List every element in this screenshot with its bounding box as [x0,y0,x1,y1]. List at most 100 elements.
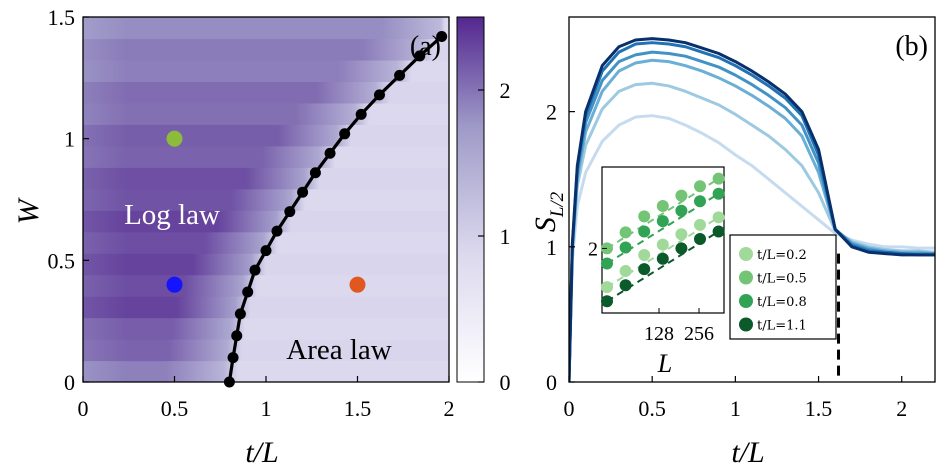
panel-b-tag: (b) [895,31,928,62]
legend-marker [739,247,753,261]
state-marker [166,276,183,293]
entropy-curve [569,114,935,382]
heatmap-row [83,38,449,61]
inset-point [675,204,688,217]
boundary-point [231,330,243,342]
inset-point [619,241,632,254]
inset-point [619,265,632,278]
inset-x-tick-label: 128 [644,323,674,345]
x-tick-label: 1 [261,396,272,421]
heatmap-row [83,17,449,40]
entropy-curves [569,37,935,382]
y-tick-label: 1 [64,127,75,152]
heatmap-row [83,317,449,340]
panel-a-y-label: W [12,197,45,225]
inset-point [638,249,651,262]
x-tick-label: 2 [444,396,455,421]
inset-point [638,210,651,223]
inset-point [638,263,651,276]
boundary-point [297,186,309,198]
inset-point [638,225,651,238]
boundary-point [234,308,246,320]
heatmap-row [83,59,449,83]
inset-point [675,228,688,241]
area-law-annotation: Area law [286,334,392,366]
legend-marker [739,294,753,308]
inset-point [694,180,706,193]
boundary-point [249,264,261,276]
inset-point [712,172,725,185]
boundary-point [227,352,239,364]
x-tick-label: 2 [896,396,907,421]
boundary-point [324,147,336,159]
inset-point [694,218,706,231]
heatmap-row [83,145,449,168]
x-tick-label: 1 [730,396,741,421]
heatmap-row [83,167,449,190]
legend-items: t/L=0.2 t/L=0.5 t/L=0.8 t/L=1.1 [739,247,807,334]
inset-point [675,189,688,202]
colorbar: 0 1 2 [456,16,511,395]
boundary-point [339,128,351,140]
panel-b-y-ticks: 0 1 2 [546,100,575,395]
panel-b-y-label: SL/2 [529,191,568,232]
svg-text:SL/2: SL/2 [529,191,568,232]
inset-point [675,242,688,255]
panel-a: 0 0.5 1 1.5 2 0 0.5 1 1.5 t/L W (a) Log law Are… [12,5,455,469]
boundary-point [394,69,406,81]
log-law-annotation: Log law [124,199,220,231]
boundary-point [309,167,321,179]
panel-b: 0 0.5 1 1.5 2 0 1 2 t/L SL/2 (b) 128 256 2 L t/L… [529,16,936,469]
inset-y-tick-label: 2 [588,238,598,260]
inset-point [656,252,669,265]
legend-marker [739,270,753,285]
boundary-point [284,206,296,218]
phase-boundary [223,30,448,388]
heatmap-row [83,296,449,319]
boundary-point [355,108,367,120]
inset-point [694,195,706,208]
heatmap-row [83,339,449,362]
inset-x-label: L [657,349,672,378]
boundary-point [271,225,283,237]
legend-label: t/L=0.2 [757,248,807,263]
colorbar-tick-label: 1 [500,224,511,249]
state-marker [349,276,366,293]
legend-label: t/L=1.1 [757,319,807,334]
y-tick-label: 1 [546,235,557,260]
colorbar-tick-label: 2 [500,78,511,103]
inset-point [601,257,613,270]
legend-marker [739,317,753,332]
boundary-point [373,89,385,101]
panel-a-x-ticks: 0 0.5 1 1.5 2 [78,376,455,421]
panel-b-x-label: t/L [731,436,764,469]
heatmap-row [83,210,449,233]
colorbar-tick-label: 0 [500,370,511,395]
state-markers [166,130,366,293]
boundary-point [242,286,254,298]
x-tick-label: 0 [564,396,575,421]
boundary-point [436,30,448,42]
inset-point [656,200,669,212]
panel-a-x-label: t/L [245,436,278,469]
panel-b-frame [568,16,936,383]
panel-a-y-ticks: 0 0.5 1 1.5 [48,5,89,395]
colorbar-bar [456,16,485,383]
y-tick-label: 0.5 [48,248,76,273]
entropy-curve [569,37,935,382]
heatmap-row [83,253,449,276]
x-tick-label: 1.5 [344,396,372,421]
inset-point [619,226,632,239]
heatmap [83,17,449,382]
inset-x-tick-label: 256 [684,323,714,345]
inset-ticks: 128 256 2 [588,238,714,345]
inset-point [712,187,725,200]
heatmap-row [83,188,449,211]
inset-point [656,215,669,228]
x-tick-label: 0 [78,396,89,421]
panel-a-tag: (a) [410,31,441,62]
inset-point [712,225,725,238]
inset-point [619,279,632,292]
panel-b-x-ticks: 0 0.5 1 1.5 2 [564,376,907,421]
